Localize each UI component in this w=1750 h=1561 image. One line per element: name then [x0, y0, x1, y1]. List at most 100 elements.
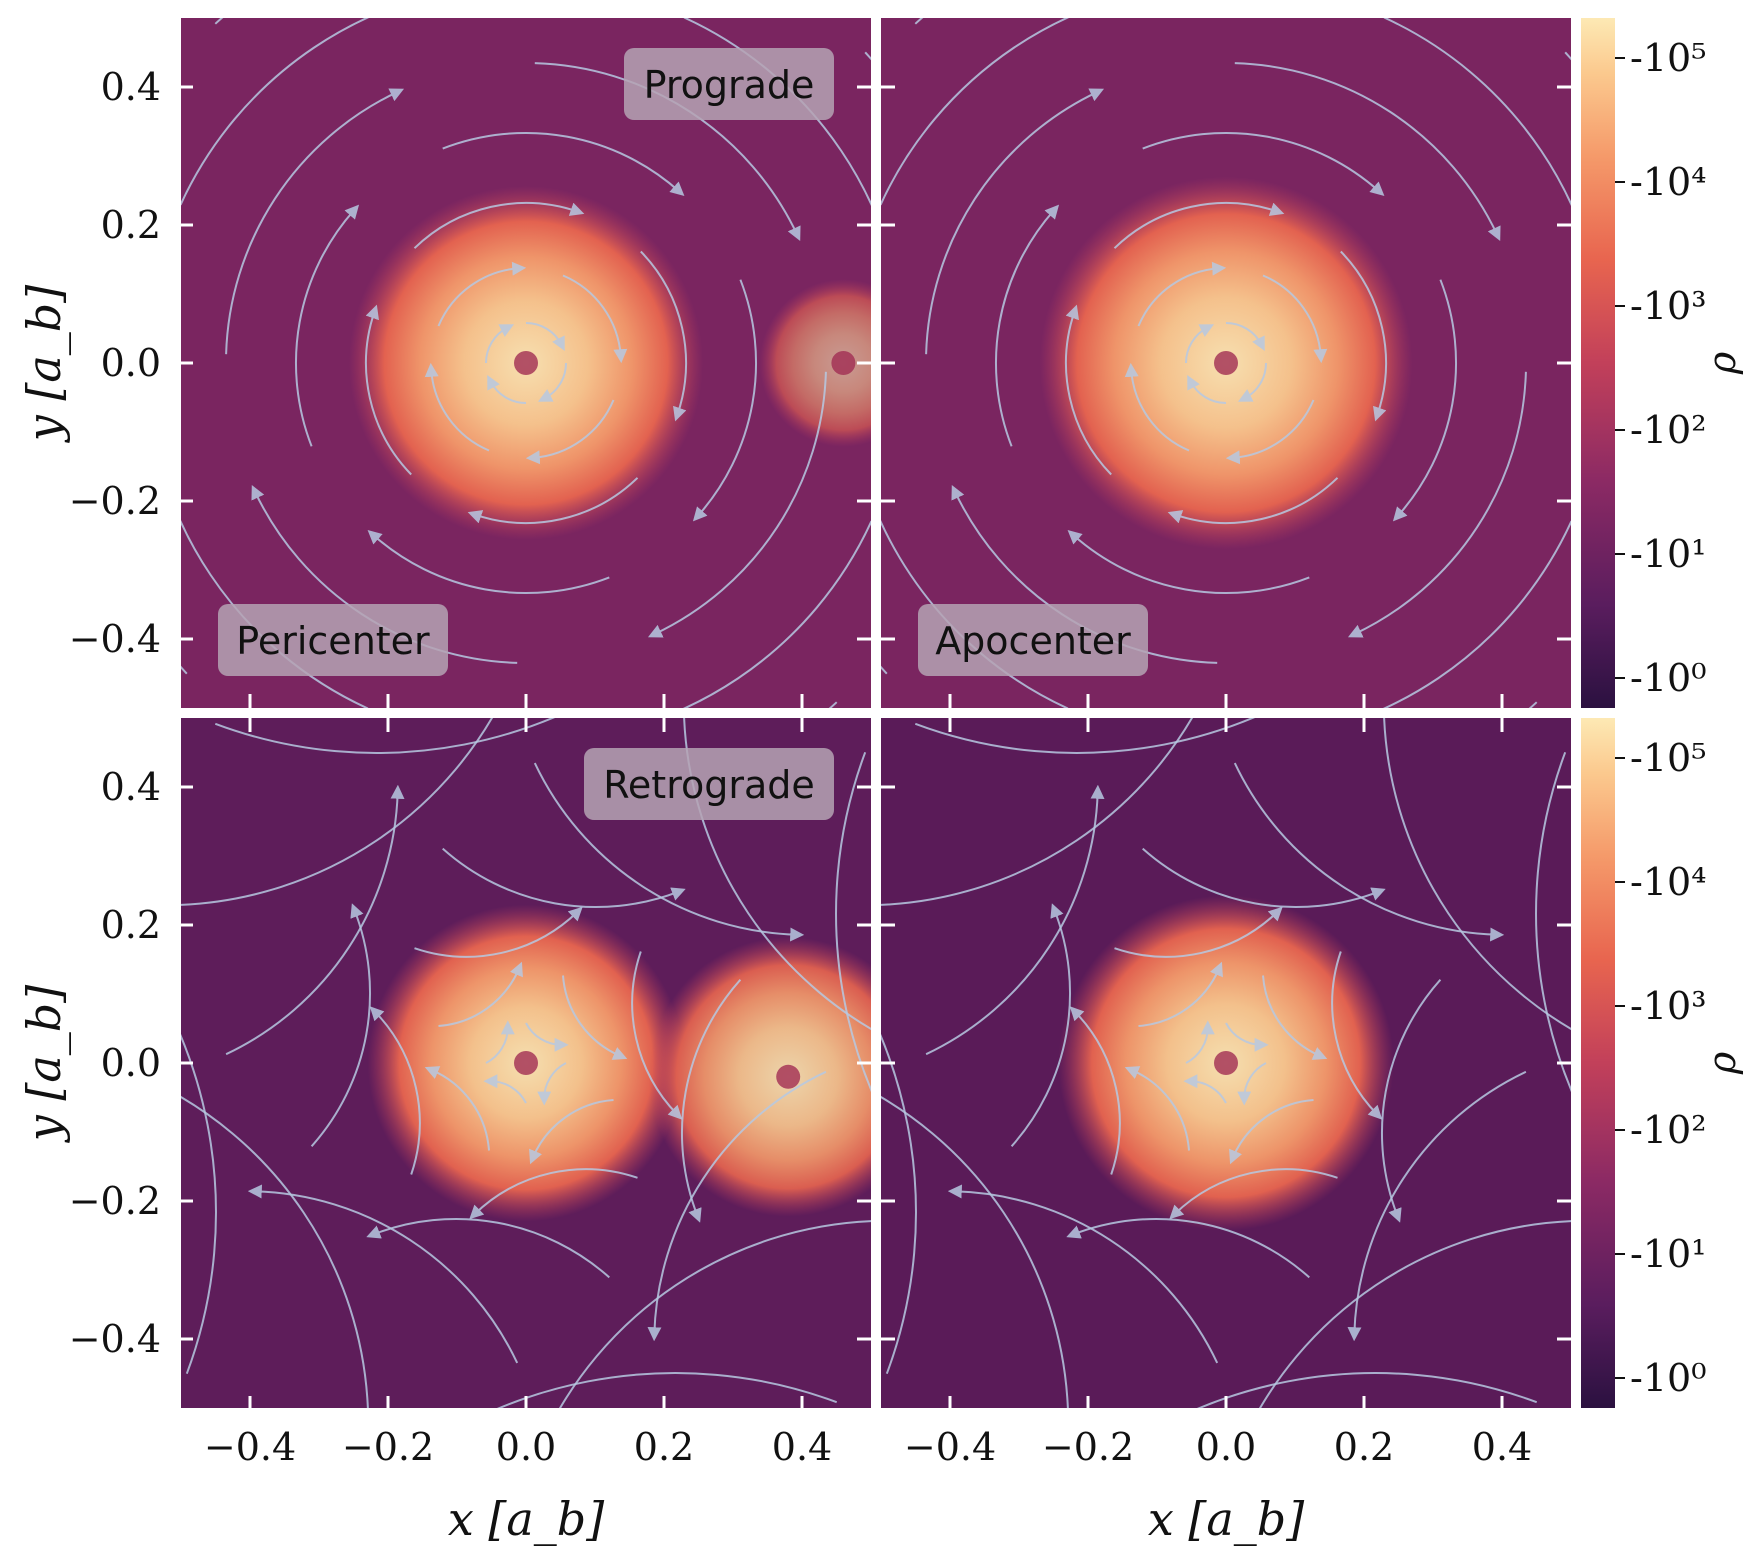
- x-tick-label: 0.2: [1334, 1425, 1394, 1469]
- streamline: [647, 371, 827, 638]
- streamline: [437, 261, 527, 327]
- x-axis-left-ticks: −0.4 −0.2 0.0 0.2 0.4: [204, 1396, 832, 1469]
- streamline: [438, 961, 523, 1027]
- y-axis-label-top: y [a_b]: [17, 285, 71, 443]
- y-tick-label: −0.2: [69, 1179, 161, 1223]
- x-axis-right-ticks: −0.4 −0.2 0.0 0.2 0.4: [904, 1396, 1532, 1469]
- density-blob: [648, 937, 871, 1217]
- streamline: [1010, 903, 1072, 1147]
- x-tick-label: −0.2: [1042, 1425, 1134, 1469]
- streamline: [181, 1096, 369, 1408]
- y-tick-label: 0.2: [101, 203, 161, 247]
- streamline: [533, 762, 805, 942]
- x-tick-label: −0.4: [204, 1425, 296, 1469]
- streamline: [1185, 1020, 1215, 1064]
- streamline: [247, 1184, 519, 1364]
- y-tick-label: 0.0: [101, 341, 161, 385]
- streamline: [369, 1006, 421, 1175]
- y-tick-label: 0.4: [101, 765, 161, 809]
- streamline: [181, 519, 369, 708]
- streamline: [647, 1070, 827, 1342]
- column-label-apocenter: Apocenter: [935, 619, 1131, 663]
- x-tick-label: 0.4: [772, 1425, 832, 1469]
- streamline: [640, 250, 687, 422]
- panel-prograde-apocenter: Apocenter: [881, 18, 1571, 708]
- streamline: [214, 718, 555, 754]
- streamline: [1069, 1006, 1121, 1175]
- streamline: [181, 718, 493, 906]
- panel-prograde-pericenter: Prograde Pericenter: [181, 18, 871, 708]
- density-core: [776, 1064, 801, 1089]
- y-axis-top-ticks: 0.4 0.2 0.0 −0.2 −0.4: [69, 65, 193, 661]
- row-label-retrograde: Retrograde: [603, 763, 815, 807]
- streamline: [467, 477, 639, 524]
- streamline: [424, 362, 490, 452]
- inner-tick-marks: [248, 85, 1581, 1341]
- streamline: [631, 951, 683, 1120]
- streamline: [225, 784, 405, 1056]
- streamline: [485, 324, 515, 364]
- streamline: [1262, 274, 1328, 364]
- streamline: [1347, 1070, 1527, 1342]
- streamline: [225, 88, 405, 355]
- streamline: [680, 979, 742, 1223]
- streamline: [1183, 1074, 1227, 1104]
- y-axis-label-bottom: y [a_b]: [17, 985, 71, 1143]
- streamline: [442, 847, 686, 909]
- streamline: [1169, 1168, 1338, 1220]
- density-core: [514, 1051, 538, 1075]
- streamline: [881, 18, 1070, 206]
- panel-tag-retrograde: Retrograde: [584, 748, 834, 820]
- streamline: [1340, 250, 1387, 422]
- streamline: [1331, 951, 1383, 1120]
- streamline: [562, 975, 628, 1060]
- streamline: [1137, 261, 1227, 327]
- streamline: [1225, 399, 1315, 465]
- streamline: [1066, 1217, 1310, 1279]
- streamline: [525, 399, 615, 465]
- density-blob: [759, 279, 871, 447]
- streamline: [442, 131, 685, 197]
- streamline: [1065, 304, 1112, 476]
- y-tick-label: 0.2: [101, 903, 161, 947]
- y-tick-label: −0.4: [69, 1317, 161, 1361]
- colorbar-tick-label: -10⁰: [1630, 1356, 1706, 1400]
- streamline: [1237, 1062, 1267, 1106]
- streamline: [469, 1168, 638, 1220]
- x-tick-label: −0.4: [904, 1425, 996, 1469]
- y-axis-bottom-ticks: 0.4 0.2 0.0 −0.2 −0.4: [69, 765, 193, 1361]
- density-core: [514, 351, 538, 375]
- streamline: [1167, 477, 1339, 524]
- streamline: [1185, 324, 1215, 364]
- colorbar-tick-label: -10³: [1630, 984, 1706, 1028]
- streamline: [525, 1022, 569, 1052]
- streamline: [414, 906, 583, 958]
- streamline: [1234, 62, 1501, 242]
- x-tick-label: 0.0: [496, 1425, 556, 1469]
- streamline: [310, 903, 372, 1147]
- streamline: [367, 529, 610, 595]
- streamline: [1138, 961, 1223, 1027]
- streamline: [881, 519, 1069, 708]
- streamline: [1142, 131, 1385, 197]
- streamline: [947, 1184, 1219, 1364]
- colorbar-tick-label: -10²: [1630, 1108, 1706, 1152]
- colorbar-bottom: -10⁰ -10¹ -10² -10³ -10⁴ -10⁵ ρ: [1581, 718, 1744, 1408]
- x-tick-label: −0.2: [342, 1425, 434, 1469]
- streamline: [181, 18, 370, 206]
- streamline: [1383, 18, 1571, 207]
- colorbar-top: -10⁰ -10¹ -10² -10³ -10⁴ -10⁵ ρ: [1581, 18, 1744, 708]
- streamline: [294, 204, 360, 447]
- streamline: [1347, 371, 1527, 638]
- streamline: [835, 751, 871, 1092]
- colorbar-tick-label: -10⁴: [1630, 160, 1706, 204]
- y-tick-label: 0.0: [101, 1041, 161, 1085]
- streamline: [1535, 751, 1571, 1092]
- streamline: [1225, 1022, 1269, 1052]
- streamline: [914, 718, 1255, 754]
- streamline: [1380, 979, 1442, 1223]
- streamline: [562, 274, 628, 364]
- streamline: [1259, 1220, 1571, 1408]
- colorbar-tick-label: -10⁰: [1630, 656, 1706, 700]
